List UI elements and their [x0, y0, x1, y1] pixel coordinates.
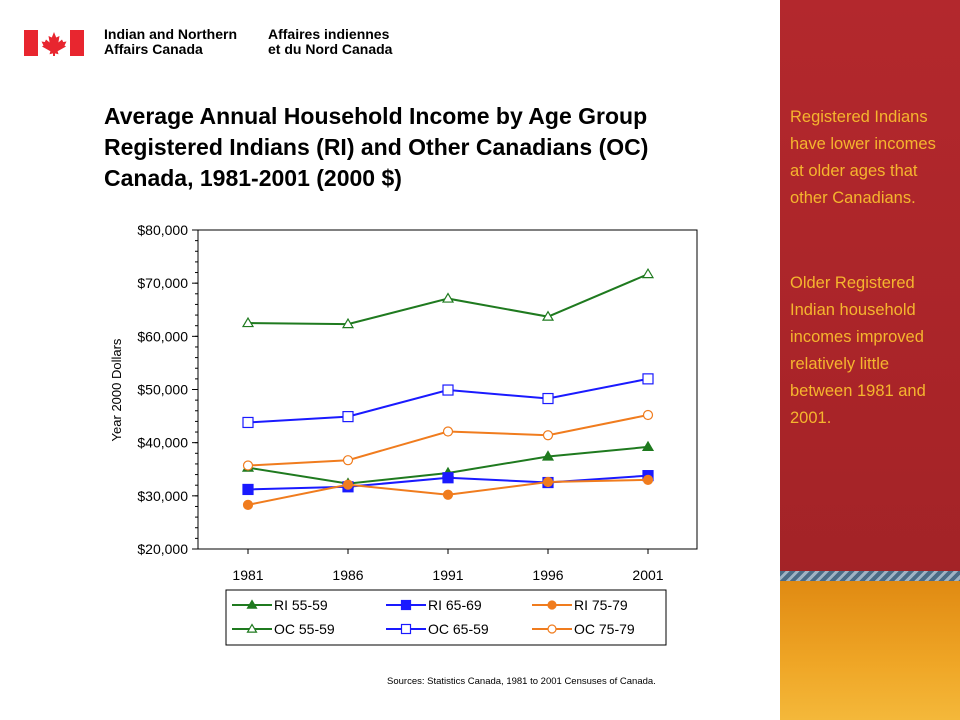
- y-tick-label: $60,000: [137, 328, 188, 344]
- data-point: [342, 411, 354, 423]
- department-name-english: Indian and Northern Affairs Canada: [104, 27, 237, 57]
- y-tick-label: $70,000: [137, 275, 188, 291]
- data-point: [642, 474, 654, 485]
- data-point: [542, 476, 554, 488]
- legend-label: RI 55-59: [274, 597, 328, 613]
- sources-note: Sources: Statistics Canada, 1981 to 2001…: [387, 676, 656, 687]
- legend-label: OC 55-59: [274, 621, 335, 637]
- canada-flag-icon: [24, 30, 84, 56]
- dept-en-line2: Affairs Canada: [104, 41, 203, 57]
- x-tick-label: 1986: [332, 567, 363, 583]
- x-tick-label: 2001: [632, 567, 663, 583]
- data-point: [342, 479, 354, 490]
- x-tick-label: 1991: [432, 567, 463, 583]
- income-line-chart: $20,000 $30,000 $40,000 $50,000 $60,000 $70,0…: [109, 222, 698, 646]
- data-point: [242, 460, 254, 471]
- dept-en-line1: Indian and Northern: [104, 26, 237, 42]
- legend-marker: [400, 599, 412, 611]
- data-point: [541, 450, 555, 461]
- department-name-french: Affaires indiennes et du Nord Canada: [268, 27, 392, 57]
- legend-label: RI 75-79: [574, 597, 628, 613]
- sidebar-bottom-band: [780, 580, 960, 720]
- title-line2: Registered Indians (RI) and Other Canadi…: [104, 134, 649, 160]
- legend-marker: [400, 623, 412, 635]
- y-tick-label: $40,000: [137, 435, 188, 451]
- x-tick-label: 1981: [232, 567, 263, 583]
- data-point: [242, 483, 254, 496]
- data-point: [441, 292, 455, 303]
- title-line1: Average Annual Household Income by Age G…: [104, 103, 648, 129]
- data-point: [241, 316, 255, 328]
- data-point: [442, 384, 454, 396]
- legend-label: RI 65-69: [428, 597, 482, 613]
- data-point: [542, 392, 554, 405]
- data-point: [342, 455, 354, 466]
- data-point: [641, 440, 655, 452]
- data-point: [642, 373, 654, 385]
- y-tick-label: $80,000: [137, 222, 188, 238]
- data-point: [442, 489, 454, 500]
- legend-marker: [246, 623, 258, 633]
- y-axis-label: Year 2000 Dollars: [109, 338, 124, 441]
- legend-marker: [547, 624, 557, 634]
- legend-marker: [246, 599, 258, 609]
- data-point: [541, 310, 555, 321]
- y-tick-label: $20,000: [137, 541, 188, 557]
- data-point: [442, 472, 454, 484]
- y-tick-label: $30,000: [137, 488, 188, 504]
- sidebar-stripe: [780, 571, 960, 581]
- legend-label: OC 65-59: [428, 621, 489, 637]
- data-point: [641, 267, 655, 279]
- legend-box: [225, 589, 667, 646]
- x-tick-label: 1996: [532, 567, 563, 583]
- header: Indian and Northern Affairs Canada Affai…: [0, 0, 780, 80]
- title-line3: Canada, 1981-2001 (2000 $): [104, 165, 402, 191]
- data-point: [341, 317, 355, 329]
- dept-fr-line1: Affaires indiennes: [268, 26, 390, 42]
- legend-label: OC 75-79: [574, 621, 635, 637]
- y-tick-label: $50,000: [137, 382, 188, 398]
- data-point: [542, 430, 554, 441]
- dept-fr-line2: et du Nord Canada: [268, 41, 393, 57]
- data-point: [242, 499, 254, 510]
- sidebar-note-2: Older Registered Indian household income…: [790, 274, 926, 427]
- data-point: [442, 426, 454, 437]
- data-point: [242, 416, 254, 429]
- legend-marker: [547, 600, 557, 610]
- sidebar-note-1: Registered Indians have lower incomes at…: [790, 108, 936, 207]
- data-point: [642, 409, 654, 421]
- page-title: Average Annual Household Income by Age G…: [104, 101, 764, 194]
